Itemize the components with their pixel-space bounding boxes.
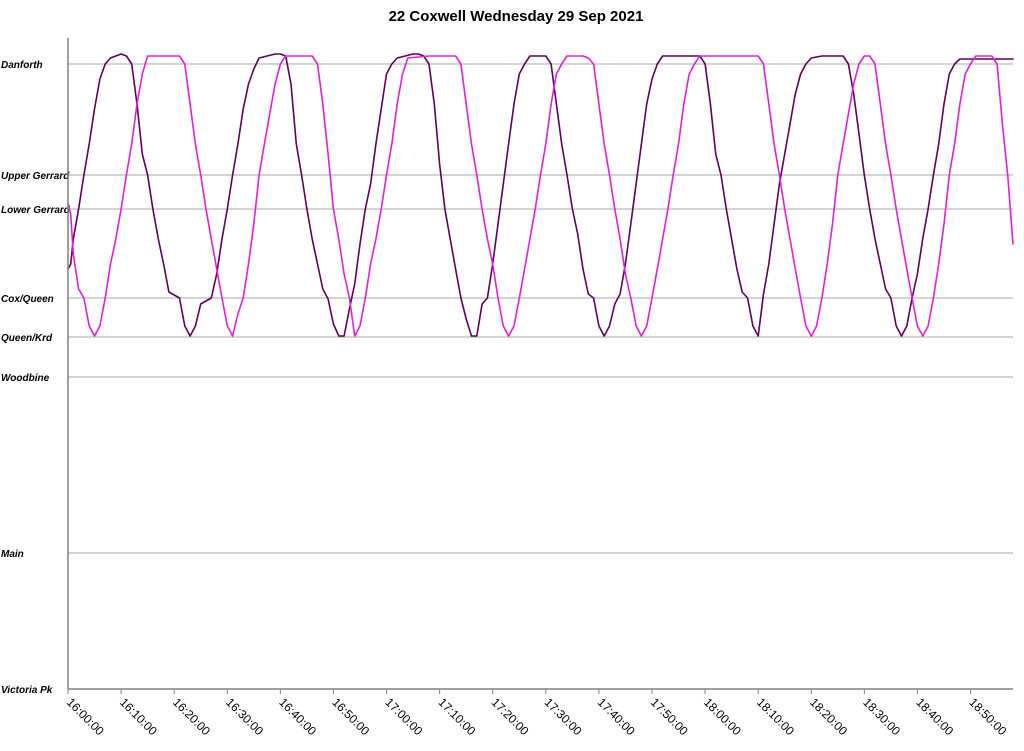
vehicle-trace-magenta — [67, 55, 1014, 337]
x-tick-label: 16:40:00 — [276, 695, 319, 738]
x-tick-label: 16:10:00 — [117, 695, 160, 738]
x-tick-label: 17:30:00 — [542, 695, 585, 738]
x-tick-label: 18:40:00 — [913, 695, 956, 738]
stop-label: Woodbine — [1, 373, 50, 384]
stop-label: Queen/Krd — [1, 333, 53, 344]
stop-label: Upper Gerrard — [1, 171, 70, 182]
x-tick-label: 18:00:00 — [701, 695, 744, 738]
x-tick-label: 17:40:00 — [595, 695, 638, 738]
x-tick-label: 18:30:00 — [860, 695, 903, 738]
x-tick-label: 16:50:00 — [329, 695, 372, 738]
axes — [67, 38, 1013, 694]
x-tick-label: 16:20:00 — [170, 695, 213, 738]
stop-label: Danforth — [1, 60, 43, 71]
x-tick-label: 18:10:00 — [754, 695, 797, 738]
x-tick-label: 17:50:00 — [648, 695, 691, 738]
stop-label: Cox/Queen — [1, 294, 54, 305]
grid-lines — [68, 63, 1013, 554]
chart-title: 22 Coxwell Wednesday 29 Sep 2021 — [389, 8, 644, 25]
vehicle-traces — [67, 53, 1014, 337]
vehicle-trace-dark — [67, 53, 1014, 337]
x-tick-label: 16:30:00 — [223, 695, 266, 738]
x-tick-label: 16:00:00 — [64, 695, 107, 738]
x-tick-label: 17:00:00 — [382, 695, 425, 738]
x-tick-label: 17:20:00 — [489, 695, 532, 738]
stop-label: Lower Gerrard — [1, 205, 71, 216]
x-tick-label: 18:50:00 — [966, 695, 1009, 738]
stop-label: Victoria Pk — [1, 685, 53, 696]
stop-label: Main — [1, 549, 24, 560]
x-axis-time-labels: 16:00:00 16:10:00 16:20:00 16:30:00 16:40:00… — [64, 695, 1010, 738]
x-tick-label: 17:10:00 — [436, 695, 479, 738]
y-axis-stop-labels: Danforth Upper Gerrard Lower Gerrard Cox/Qu… — [1, 60, 71, 696]
x-tick-label: 18:20:00 — [807, 695, 850, 738]
